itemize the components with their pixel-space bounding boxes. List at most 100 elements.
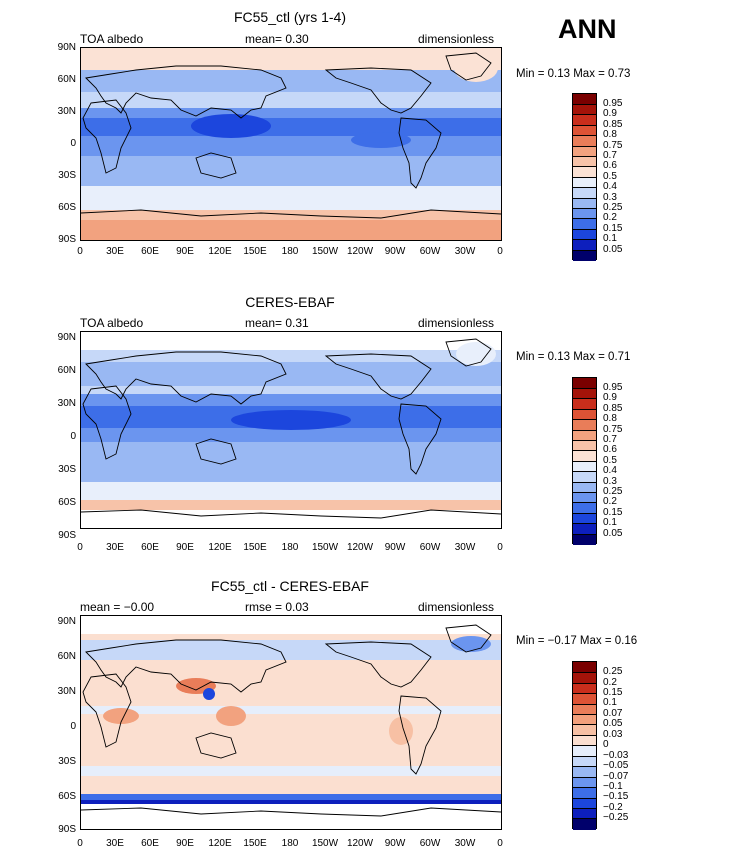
colorbar-swatch <box>573 188 596 199</box>
lat-tick: 60N <box>57 74 76 85</box>
lon-tick: 150W <box>311 246 339 257</box>
lat-tick: 30N <box>57 686 76 697</box>
difference-map-field <box>81 616 501 829</box>
min-max-label: Min = 0.13 Max = 0.73 <box>516 68 631 80</box>
colorbar-swatch <box>573 513 596 525</box>
colorbar-swatch <box>573 777 596 789</box>
colorbar-swatch <box>573 746 596 757</box>
difference-map <box>80 615 502 830</box>
lat-tick: 60S <box>58 497 76 508</box>
colorbar-label: 0.7 <box>603 434 617 445</box>
colorbar-label: 0.85 <box>603 118 623 130</box>
lon-tick: 0 <box>77 542 83 553</box>
colorbar-swatch <box>573 715 596 726</box>
colorbar-swatch <box>573 157 596 168</box>
lon-tick: 30W <box>454 838 476 849</box>
colorbar-swatch <box>573 819 596 830</box>
colorbar-swatch <box>573 441 596 452</box>
lon-tick: 90E <box>176 542 194 553</box>
lon-tick: 60W <box>419 838 441 849</box>
colorbar-swatch <box>573 704 596 716</box>
colorbar-swatch <box>573 420 596 431</box>
lon-tick: 60E <box>141 246 159 257</box>
colorbar-swatch <box>573 136 596 147</box>
lon-tick: 180 <box>281 246 299 257</box>
colorbar-swatch <box>573 399 596 410</box>
colorbar-label: 0.6 <box>603 160 617 172</box>
lon-tick: 90E <box>176 838 194 849</box>
lat-tick: 60S <box>58 791 76 802</box>
lat-tick: 30S <box>58 170 76 181</box>
colorbar-label: −0.07 <box>603 770 629 782</box>
colorbar-label: 0.1 <box>603 517 617 529</box>
lon-tick: 120W <box>346 542 374 553</box>
colorbar-label: 0.3 <box>603 191 617 203</box>
colorbar-label: −0.25 <box>603 812 629 824</box>
lon-tick: 150W <box>311 838 339 849</box>
colorbar-swatch <box>573 662 596 674</box>
units-label: dimensionless <box>418 32 495 46</box>
lon-tick: 60W <box>419 246 441 257</box>
colorbar-label: 0.05 <box>603 527 623 539</box>
colorbar-swatch <box>573 472 596 483</box>
colorbar-swatch <box>573 219 596 230</box>
colorbar-label: 0.9 <box>603 392 617 404</box>
rmse-label: rmse = 0.03 <box>245 600 309 614</box>
colorbar-label: 0.15 <box>603 222 623 234</box>
lon-tick: 0 <box>497 542 503 553</box>
lat-tick: 60N <box>57 651 76 662</box>
colorbar-label: 0.1 <box>603 233 617 245</box>
lat-tick: 90S <box>58 530 76 541</box>
variable-label: TOA albedo <box>80 32 144 46</box>
colorbar-label: 0 <box>603 739 609 751</box>
colorbar-swatch <box>573 725 596 736</box>
colorbar-swatch <box>573 240 596 251</box>
obs-map-field <box>81 332 501 528</box>
colorbar-label: 0.5 <box>603 454 617 466</box>
lat-tick: 90S <box>58 824 76 835</box>
colorbar-label: −0.03 <box>603 749 629 761</box>
lat-tick: 0 <box>70 431 76 442</box>
colorbar-label: 0.2 <box>603 676 617 688</box>
lon-tick: 90W <box>384 246 406 257</box>
colorbar-swatch <box>573 451 596 462</box>
colorbar-label: 0.25 <box>603 666 623 677</box>
model-map <box>80 47 502 241</box>
colorbar-swatch <box>573 229 596 241</box>
colorbar <box>572 661 597 830</box>
lon-tick: 150W <box>311 542 339 553</box>
model-map-field <box>81 48 501 240</box>
colorbar-label: 0.07 <box>603 707 623 719</box>
lon-tick: 90W <box>384 542 406 553</box>
colorbar-label: 0.25 <box>603 486 623 497</box>
mean-label: mean= 0.30 <box>245 32 309 46</box>
panel-title: CERES-EBAF <box>245 294 335 310</box>
colorbar-label: 0.03 <box>603 728 623 740</box>
lon-tick: 120W <box>346 838 374 849</box>
lon-tick: 120E <box>208 838 232 849</box>
lon-tick: 180 <box>281 542 299 553</box>
colorbar-swatch <box>573 198 596 209</box>
colorbar-swatch <box>573 389 596 400</box>
colorbar-label: 0.25 <box>603 202 623 213</box>
lat-tick: 90N <box>57 332 76 343</box>
min-max-label: Min = −0.17 Max = 0.16 <box>516 635 638 647</box>
colorbar-swatch <box>573 808 596 820</box>
colorbar-label: 0.8 <box>603 413 617 425</box>
panel-title: FC55_ctl - CERES-EBAF <box>211 578 369 594</box>
colorbar-swatch <box>573 461 596 473</box>
lat-tick: 90N <box>57 616 76 627</box>
colorbar-swatch <box>573 503 596 514</box>
lon-tick: 0 <box>77 246 83 257</box>
lon-tick: 60W <box>419 542 441 553</box>
colorbar-swatch <box>573 673 596 684</box>
colorbar-swatch <box>573 146 596 158</box>
mean-label: mean= 0.31 <box>245 316 309 330</box>
colorbar-label: 0.7 <box>603 150 617 161</box>
lon-tick: 30W <box>454 542 476 553</box>
lon-tick: 30W <box>454 246 476 257</box>
colorbar-label: 0.85 <box>603 402 623 414</box>
colorbar-label: 0.75 <box>603 139 623 151</box>
lon-tick: 30E <box>106 246 124 257</box>
panel-title: FC55_ctl (yrs 1-4) <box>233 9 347 25</box>
